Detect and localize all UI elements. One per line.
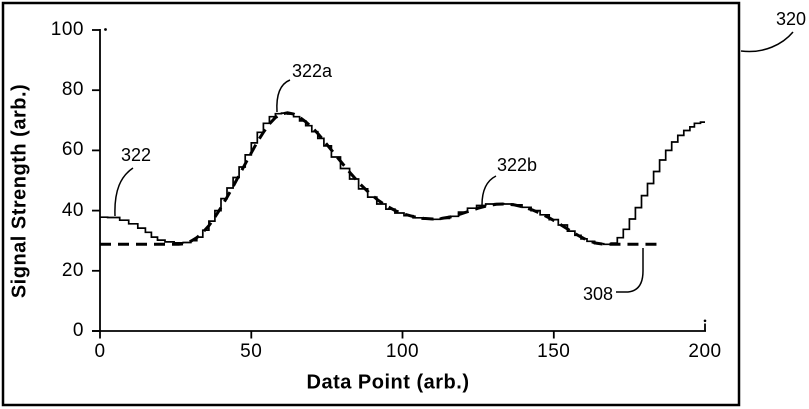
y-tick-label: 20	[61, 259, 84, 281]
y-tick-label: 40	[61, 199, 84, 221]
leader-line	[616, 248, 644, 293]
callout-322a: 322a	[292, 61, 333, 81]
leader-line	[740, 31, 794, 53]
signal-trace-line	[100, 112, 705, 246]
x-tick-label: 200	[688, 341, 722, 362]
figure-frame-border	[1, 1, 741, 407]
annotation-leader-lines	[114, 31, 794, 293]
x-tick-label: 100	[385, 341, 420, 362]
axis-top-dot	[104, 28, 107, 31]
fitted-baseline-dashed-line	[100, 111, 660, 246]
y-axis-title: Signal Strength (arb.)	[8, 83, 31, 299]
x-tick-label: 150	[537, 341, 571, 362]
x-tick-dot	[703, 319, 707, 323]
x-axis-title: Data Point (arb.)	[306, 371, 470, 394]
callout-322: 322	[121, 145, 152, 165]
y-tick-label: 100	[50, 19, 84, 40]
axis-ticks	[92, 29, 707, 339]
callout-320: 320	[776, 9, 807, 29]
y-tick-label: 60	[61, 139, 84, 161]
callout-308: 308	[583, 284, 614, 304]
y-tick-label: 80	[61, 79, 84, 101]
x-tick-label: 50	[240, 341, 263, 362]
leader-line	[481, 175, 497, 206]
callout-322b: 322b	[497, 155, 538, 175]
leader-line	[114, 167, 134, 217]
leader-line	[276, 79, 291, 113]
y-tick-label: 0	[72, 320, 84, 341]
x-tick-label: 0	[94, 341, 106, 362]
chart-series	[100, 111, 705, 246]
